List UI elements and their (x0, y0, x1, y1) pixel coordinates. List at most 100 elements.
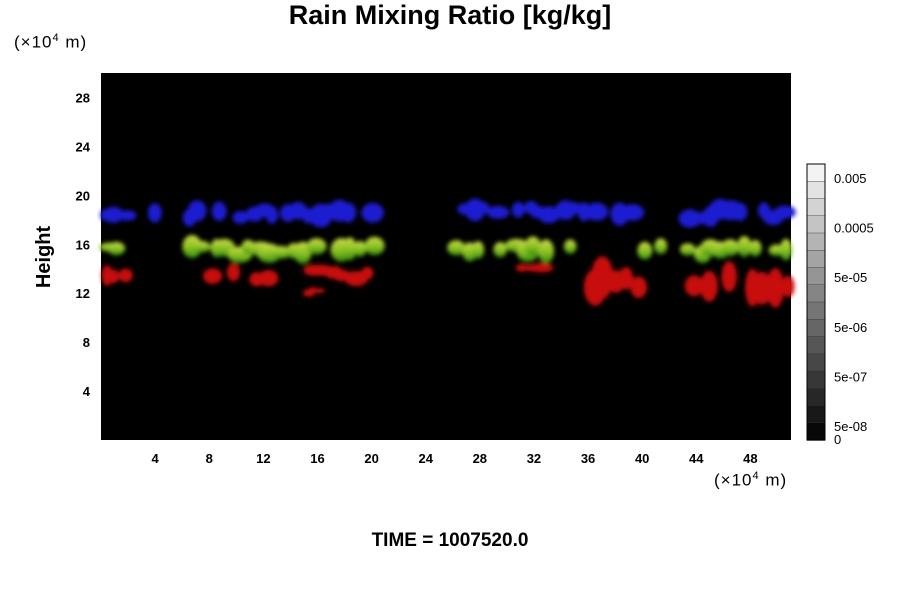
data-blob-green (447, 240, 466, 256)
y-tick-label: 28 (76, 90, 90, 105)
colorbar-level (806, 422, 826, 441)
data-blob-green (524, 236, 541, 256)
data-blob-blue (265, 206, 279, 224)
data-blob-red (630, 276, 648, 299)
x-axis-unit: (×104 m) (714, 470, 788, 490)
colorbar-tick-label: 0.0005 (834, 221, 874, 236)
colorbar-tick-label: 0.005 (834, 171, 867, 186)
colorbar-level (806, 336, 826, 355)
data-blob-blue (560, 202, 584, 215)
x-axis-ticks: 4 8 12 16 20 24 28 32 36 40 44 48 (152, 451, 758, 466)
x-tick-label: 32 (527, 451, 541, 466)
x-tick-label: 44 (689, 451, 704, 466)
colorbar-level (806, 353, 826, 372)
data-blob-blue (118, 210, 137, 221)
data-blob-green (182, 234, 202, 259)
data-blob-blue (621, 204, 645, 221)
colorbar-tick-label: 0 (834, 432, 841, 447)
data-blob-green (353, 241, 367, 257)
colorbar-level (806, 388, 826, 407)
data-blob-blue (774, 205, 796, 219)
colorbar-tick-label: 5e-05 (834, 270, 867, 285)
y-tick-label: 20 (76, 188, 90, 203)
colorbar-level (806, 250, 826, 269)
data-blob-red (751, 271, 773, 305)
y-axis-unit: (×104 m) (14, 32, 88, 52)
data-blob-red (314, 288, 326, 294)
data-blob-green (654, 238, 668, 255)
colorbar-level (806, 215, 826, 234)
colorbar-level (806, 181, 826, 200)
x-tick-label: 48 (743, 451, 757, 466)
data-blob-green (271, 246, 292, 259)
x-tick-label: 28 (473, 451, 487, 466)
colorbar-tick-label: 5e-06 (834, 320, 867, 335)
data-blob-green (343, 237, 357, 261)
data-blob-blue (733, 202, 748, 221)
data-blob-red (700, 270, 718, 302)
data-blob-blue (147, 203, 162, 223)
x-tick-label: 12 (256, 451, 270, 466)
data-blob-red (203, 268, 223, 284)
data-blob-green (721, 239, 739, 257)
data-blob-blue (211, 201, 227, 221)
y-tick-label: 24 (76, 139, 91, 154)
colorbar-level (806, 267, 826, 286)
x-tick-label: 16 (310, 451, 324, 466)
data-blob-green (193, 241, 211, 253)
data-blob-blue (361, 202, 384, 223)
colorbar-level (806, 370, 826, 389)
colorbar-tick-label: 5e-07 (834, 369, 867, 384)
data-blob-red (258, 270, 279, 287)
data-blob-blue (339, 202, 357, 223)
data-blob-green (679, 243, 696, 256)
data-blob-green (306, 238, 327, 255)
colorbar-level (806, 284, 826, 303)
colorbar-level (806, 163, 826, 182)
data-blob-red (721, 261, 737, 292)
time-label: TIME = 1007520.0 (371, 530, 529, 551)
data-blob-blue (232, 211, 249, 224)
x-tick-label: 36 (581, 451, 595, 466)
data-blob-blue (103, 206, 124, 223)
y-axis-ticks: 4 8 12 16 20 24 28 (76, 90, 91, 399)
data-blob-blue (584, 202, 609, 221)
data-blob-blue (511, 201, 525, 218)
x-tick-label: 4 (152, 451, 160, 466)
y-tick-label: 16 (76, 237, 90, 252)
y-axis-label: Height (33, 226, 55, 289)
data-blob-green (780, 238, 792, 261)
data-blob-green (538, 239, 554, 264)
data-blob-green (564, 239, 577, 254)
data-blob-blue (476, 201, 490, 214)
data-blob-red (106, 269, 120, 284)
colorbar-level (806, 405, 826, 424)
colorbar: 0.005 0.0005 5e-05 5e-06 5e-07 5e-080 (806, 163, 874, 447)
data-blob-red (361, 266, 374, 280)
x-tick-label: 8 (206, 451, 213, 466)
data-blob-red (308, 287, 317, 295)
x-tick-label: 40 (635, 451, 649, 466)
colorbar-tick-label: 5e-08 (834, 419, 867, 434)
data-blob-red (591, 256, 614, 299)
data-regions (99, 198, 796, 308)
data-blob-red (530, 263, 554, 273)
data-blob-green (737, 236, 752, 257)
data-blob-green (471, 241, 485, 259)
plot-area (101, 73, 791, 440)
colorbar-level (806, 301, 826, 320)
data-blob-green (364, 236, 385, 256)
y-tick-label: 12 (76, 286, 90, 301)
colorbar-level (806, 232, 826, 251)
data-blob-red (618, 266, 634, 290)
data-blob-blue (538, 206, 560, 224)
data-blob-blue (187, 200, 207, 222)
data-blob-red (766, 267, 785, 308)
data-blob-green (493, 242, 507, 258)
data-blob-red (684, 275, 704, 297)
y-tick-label: 4 (83, 384, 91, 399)
colorbar-level (806, 198, 826, 217)
data-blob-green (749, 240, 762, 257)
y-tick-label: 8 (83, 335, 90, 350)
